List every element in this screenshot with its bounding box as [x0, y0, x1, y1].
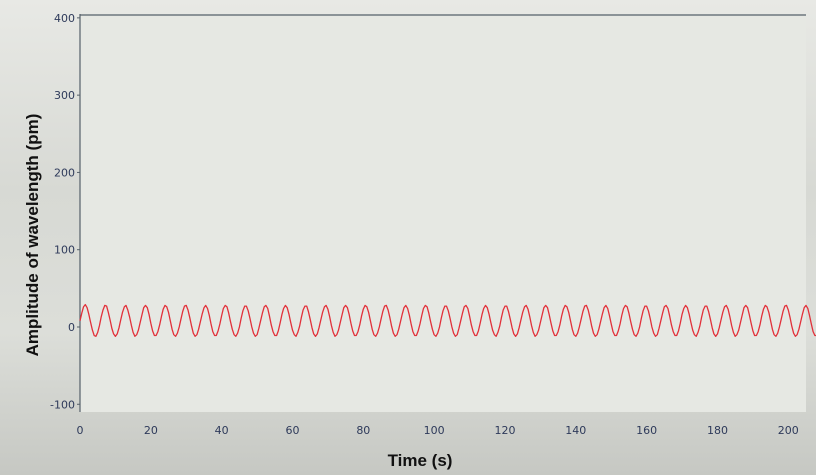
y-tick-label: 400 — [54, 12, 75, 25]
x-tick-label: 160 — [636, 424, 657, 437]
y-tick-label: 200 — [54, 166, 75, 179]
x-tick-label: 80 — [356, 424, 370, 437]
y-axis-ticks: 400 300 200 100 0 -100 — [50, 12, 80, 411]
x-tick-label: 40 — [215, 424, 229, 437]
x-axis-title: Time (s) — [388, 451, 453, 470]
x-tick-label: 100 — [424, 424, 445, 437]
x-tick-label: 60 — [285, 424, 299, 437]
x-tick-label: 180 — [707, 424, 728, 437]
y-tick-label: 100 — [54, 244, 75, 257]
y-tick-label: 0 — [68, 321, 75, 334]
series-line — [79, 303, 816, 337]
y-axis-title: Amplitude of wavelength (pm) — [23, 114, 42, 357]
x-tick-label: 0 — [77, 424, 84, 437]
x-tick-label: 140 — [565, 424, 586, 437]
x-tick-label: 120 — [494, 424, 515, 437]
y-tick-label: -100 — [50, 398, 75, 411]
x-tick-label: 200 — [778, 424, 799, 437]
plot-area — [80, 14, 806, 412]
y-tick-label: 300 — [54, 89, 75, 102]
x-axis-ticks: 0 20 40 60 80 100 120 140 160 180 200 — [77, 424, 799, 437]
x-tick-label: 20 — [144, 424, 158, 437]
